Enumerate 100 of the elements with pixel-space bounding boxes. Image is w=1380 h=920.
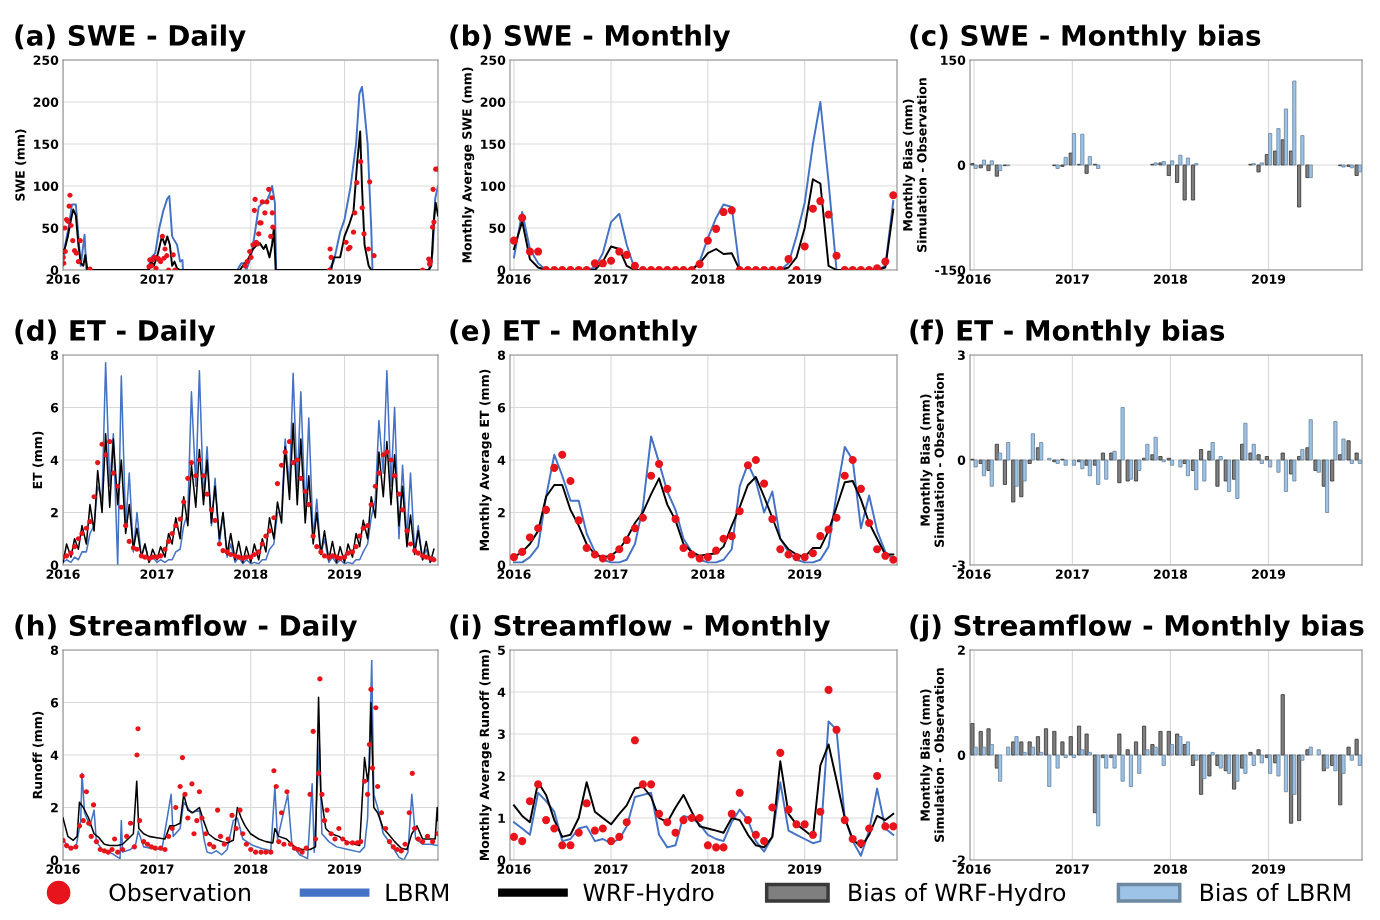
- bar: [1333, 421, 1338, 461]
- bar: [1276, 459, 1281, 473]
- bar: [1207, 754, 1212, 777]
- bar: [1027, 459, 1032, 464]
- y-tick-label: 50: [489, 223, 506, 233]
- bar: [1357, 754, 1362, 766]
- bar: [1300, 135, 1305, 166]
- point: [655, 459, 664, 468]
- point: [687, 813, 696, 823]
- x-tick-label: 2019: [788, 274, 822, 284]
- x-tick-label: 2018: [691, 274, 725, 284]
- bar: [1071, 133, 1077, 166]
- y-tick-label: 6: [50, 697, 59, 708]
- bar: [1022, 751, 1027, 756]
- bar: [1112, 754, 1117, 769]
- point: [510, 553, 519, 562]
- bar: [1316, 749, 1321, 756]
- bar: [1096, 164, 1101, 169]
- bar: [1256, 164, 1261, 173]
- point: [881, 822, 890, 831]
- bar: [1223, 459, 1228, 482]
- bar: [1292, 459, 1297, 482]
- point: [719, 843, 728, 852]
- bar: [1030, 746, 1035, 756]
- point: [534, 524, 543, 533]
- point: [518, 837, 527, 846]
- bar: [1215, 459, 1220, 487]
- y-tick-label: 0: [957, 750, 966, 760]
- bar: [1039, 751, 1044, 756]
- y-tick-label: 4: [497, 455, 506, 465]
- bar: [1218, 456, 1223, 461]
- point: [679, 816, 688, 825]
- bar: [1080, 459, 1085, 470]
- point: [703, 553, 712, 562]
- point: [840, 471, 849, 480]
- bar: [1202, 754, 1207, 780]
- point: [856, 484, 865, 493]
- x-tick-label: 2018: [234, 864, 268, 874]
- bar: [1210, 751, 1215, 756]
- y-tick-label: 4: [50, 455, 59, 465]
- bar: [1325, 459, 1330, 513]
- x-tick-label: 2016: [497, 274, 531, 284]
- point: [687, 550, 696, 559]
- y-axis-title: Monthly Average SWE (mm): [461, 67, 475, 263]
- y-tick-label: 8: [50, 645, 59, 655]
- point: [808, 830, 817, 839]
- x-tick-label: 2017: [594, 569, 628, 579]
- point: [768, 803, 777, 812]
- x-tick-label: 2019: [328, 864, 362, 874]
- point: [735, 788, 744, 797]
- x-tick-label: 2017: [1055, 864, 1089, 874]
- point: [712, 546, 721, 555]
- y-tick-label: 50: [42, 223, 59, 233]
- point: [856, 839, 865, 848]
- bar: [1283, 108, 1289, 166]
- legend-label: Bias of LBRM: [1200, 882, 1350, 902]
- y-axis-title: Runoff (mm): [32, 711, 44, 799]
- y-tick-label: 0: [957, 455, 966, 465]
- y-tick-label: 3: [957, 350, 965, 360]
- chart-title: (f) ET - Monthly bias: [910, 319, 1225, 347]
- bar: [1011, 459, 1016, 503]
- y-tick-label: 200: [33, 97, 59, 107]
- bar: [1194, 754, 1199, 761]
- y-tick-label: 0: [957, 160, 966, 170]
- point: [800, 820, 809, 829]
- bar: [1182, 164, 1187, 201]
- point: [865, 518, 874, 528]
- bar: [1019, 741, 1024, 756]
- x-tick-label: 2017: [1055, 569, 1089, 579]
- x-tick-label: 2016: [497, 569, 531, 579]
- bar: [1268, 754, 1273, 774]
- bar: [1145, 749, 1150, 756]
- point: [550, 824, 559, 833]
- x-tick-label: 2018: [1154, 274, 1188, 284]
- bar: [970, 723, 975, 756]
- point: [751, 455, 760, 465]
- chart-title: (d) ET - Daily: [15, 319, 216, 347]
- bar: [1109, 754, 1114, 759]
- bar: [1117, 733, 1122, 756]
- point: [671, 515, 680, 524]
- bar: [989, 744, 994, 756]
- point: [615, 545, 624, 554]
- bar: [1354, 452, 1359, 461]
- bar: [1158, 730, 1163, 756]
- bar: [1346, 746, 1351, 756]
- bar: [1128, 754, 1133, 787]
- bar: [1194, 459, 1199, 491]
- chart-title: (c) SWE - Monthly bias: [910, 24, 1261, 52]
- point: [751, 830, 760, 839]
- bar: [1235, 754, 1240, 782]
- y-tick-label: 0: [50, 855, 59, 865]
- y-tick-label: 250: [480, 55, 506, 65]
- bar: [1125, 749, 1130, 756]
- bar: [986, 164, 991, 172]
- point: [792, 820, 801, 829]
- point: [873, 545, 882, 554]
- bar: [1077, 725, 1082, 756]
- bar: [1068, 152, 1073, 166]
- point: [615, 832, 624, 841]
- y-tick-label: 2: [51, 507, 58, 518]
